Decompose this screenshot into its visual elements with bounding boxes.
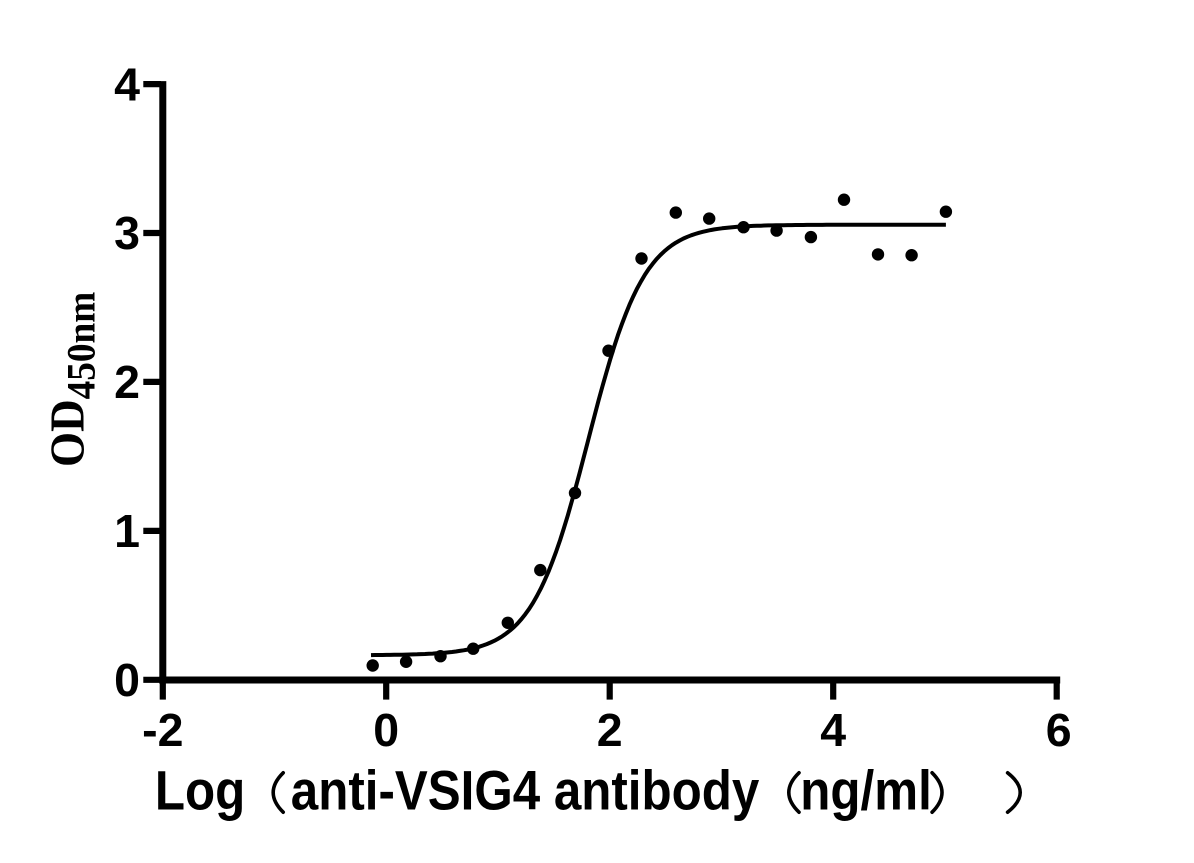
svg-text:4: 4 bbox=[820, 704, 846, 756]
svg-text:2: 2 bbox=[114, 356, 140, 408]
svg-text:ng/ml: ng/ml bbox=[800, 760, 932, 822]
svg-text:anti-VSIG4 antibody: anti-VSIG4 antibody bbox=[291, 760, 760, 822]
svg-text:Log: Log bbox=[155, 760, 245, 822]
svg-text:2: 2 bbox=[597, 704, 623, 756]
svg-text:1: 1 bbox=[114, 505, 140, 557]
svg-text:0: 0 bbox=[114, 654, 140, 706]
svg-text:0: 0 bbox=[373, 704, 399, 756]
svg-text:4: 4 bbox=[114, 58, 140, 110]
svg-text:6: 6 bbox=[1046, 704, 1072, 756]
svg-text:-2: -2 bbox=[142, 704, 183, 756]
svg-text:3: 3 bbox=[114, 207, 140, 259]
